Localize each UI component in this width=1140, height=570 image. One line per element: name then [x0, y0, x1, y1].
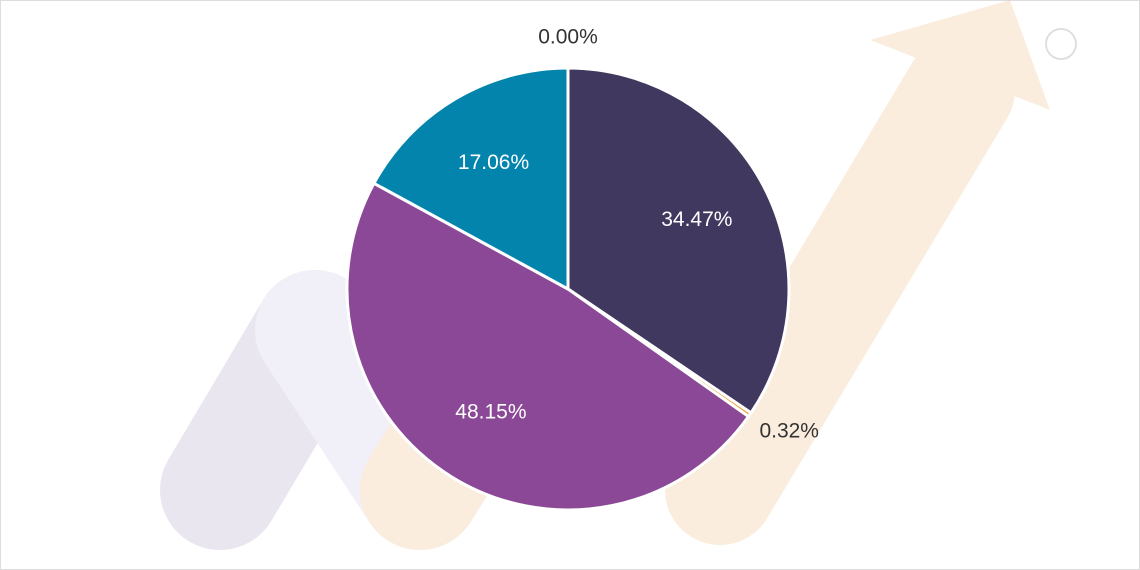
- data-label: 0.00%: [538, 26, 598, 49]
- pie-slice: [566, 66, 791, 415]
- pie-slice: [371, 66, 570, 292]
- data-label: 48.15%: [455, 400, 526, 423]
- data-label: 17.06%: [458, 151, 529, 174]
- watermark-arrow: [870, 0, 1050, 110]
- data-label: 0.32%: [759, 419, 819, 442]
- watermark-logo: [1045, 28, 1077, 60]
- data-label: 34.47%: [661, 208, 732, 231]
- watermark-stroke: [255, 270, 480, 550]
- pie-slice: [345, 181, 751, 512]
- watermark-stroke: [665, 35, 1015, 545]
- watermark-stroke: [160, 270, 375, 550]
- pie: [345, 66, 791, 512]
